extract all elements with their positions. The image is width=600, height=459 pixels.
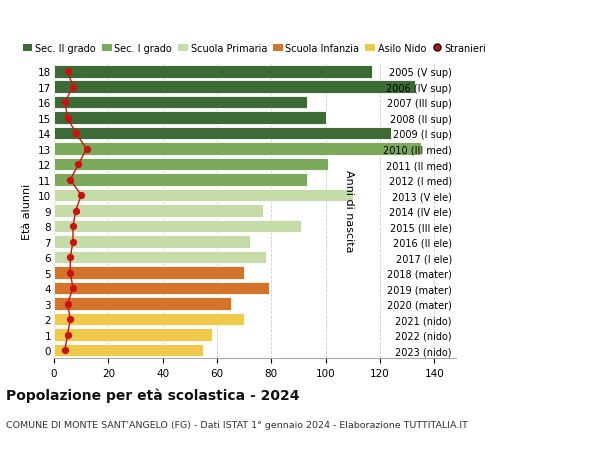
Point <box>65 177 75 184</box>
Bar <box>54 344 203 357</box>
Y-axis label: Anni di nascita: Anni di nascita <box>344 170 354 252</box>
Bar <box>54 174 307 186</box>
Point <box>68 238 78 246</box>
Bar <box>54 81 415 94</box>
Bar <box>54 205 263 218</box>
Point <box>63 300 73 308</box>
Point <box>74 161 83 168</box>
Bar <box>54 297 230 310</box>
Point <box>60 99 70 106</box>
Point <box>65 254 75 261</box>
Bar <box>54 282 269 295</box>
Bar <box>54 313 244 326</box>
Point <box>71 207 80 215</box>
Bar <box>54 96 307 109</box>
Point <box>68 84 78 91</box>
Bar <box>54 190 353 202</box>
Bar <box>54 236 250 248</box>
Point <box>71 130 80 138</box>
Text: Popolazione per età scolastica - 2024: Popolazione per età scolastica - 2024 <box>6 388 299 403</box>
Bar <box>54 112 326 125</box>
Point <box>65 269 75 277</box>
Point <box>68 285 78 292</box>
Bar <box>54 128 391 140</box>
Bar <box>54 220 301 233</box>
Point <box>63 331 73 338</box>
Point <box>82 146 91 153</box>
Point <box>65 316 75 323</box>
Point <box>68 223 78 230</box>
Bar <box>54 143 421 156</box>
Legend: Sec. II grado, Sec. I grado, Scuola Primaria, Scuola Infanzia, Asilo Nido, Stran: Sec. II grado, Sec. I grado, Scuola Prim… <box>23 44 487 54</box>
Bar <box>54 251 266 264</box>
Bar <box>54 267 244 280</box>
Text: COMUNE DI MONTE SANT'ANGELO (FG) - Dati ISTAT 1° gennaio 2024 - Elaborazione TUT: COMUNE DI MONTE SANT'ANGELO (FG) - Dati … <box>6 420 468 429</box>
Bar <box>54 66 372 78</box>
Point <box>60 347 70 354</box>
Bar <box>54 329 212 341</box>
Bar <box>54 158 328 171</box>
Y-axis label: Età alunni: Età alunni <box>22 183 32 239</box>
Point <box>63 115 73 122</box>
Point <box>63 68 73 76</box>
Point <box>76 192 86 199</box>
